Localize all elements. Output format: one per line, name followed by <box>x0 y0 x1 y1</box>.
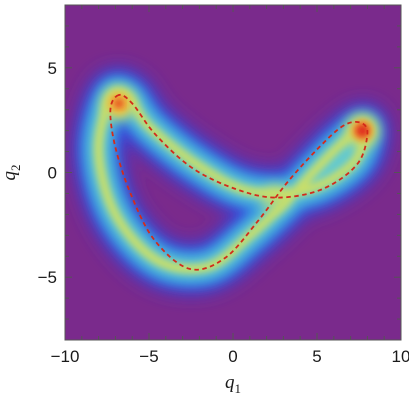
x-axis-label: q1 <box>225 372 241 396</box>
x-tick-label: −10 <box>51 347 80 366</box>
x-tick-label: 10 <box>392 347 409 366</box>
x-tick-label: 0 <box>228 347 237 366</box>
x-tick-label: 5 <box>312 347 321 366</box>
tick-labels-layer: −10 −5 0 5 10 5 0 −5 <box>38 59 409 366</box>
density-peak-2 <box>345 113 380 148</box>
y-axis-label: q2 <box>0 165 23 181</box>
orbit-dashed-line <box>109 93 369 271</box>
orbit-layer <box>109 93 369 271</box>
plot-frame <box>64 4 402 341</box>
density-band-4 <box>94 88 370 274</box>
density-peak-1 <box>101 86 136 121</box>
y-tick-label: 0 <box>48 164 57 183</box>
x-tick-label: −5 <box>139 347 158 366</box>
y-tick-label: −5 <box>38 268 57 287</box>
density-layer <box>73 68 390 294</box>
y-tick-label: 5 <box>48 59 57 78</box>
